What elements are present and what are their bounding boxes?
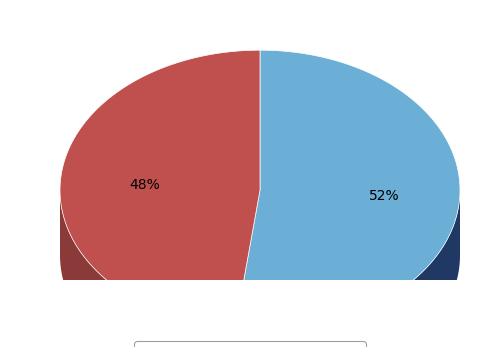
- Text: 48%: 48%: [129, 178, 160, 192]
- Polygon shape: [235, 191, 460, 347]
- Text: 52%: 52%: [368, 189, 399, 203]
- Legend: Pharmacokinetic interaction, Pharmacodynamic interaction: Pharmacokinetic interaction, Pharmacodyn…: [134, 341, 366, 347]
- Polygon shape: [235, 190, 260, 347]
- Polygon shape: [235, 50, 460, 330]
- Polygon shape: [60, 191, 235, 347]
- Polygon shape: [60, 50, 260, 329]
